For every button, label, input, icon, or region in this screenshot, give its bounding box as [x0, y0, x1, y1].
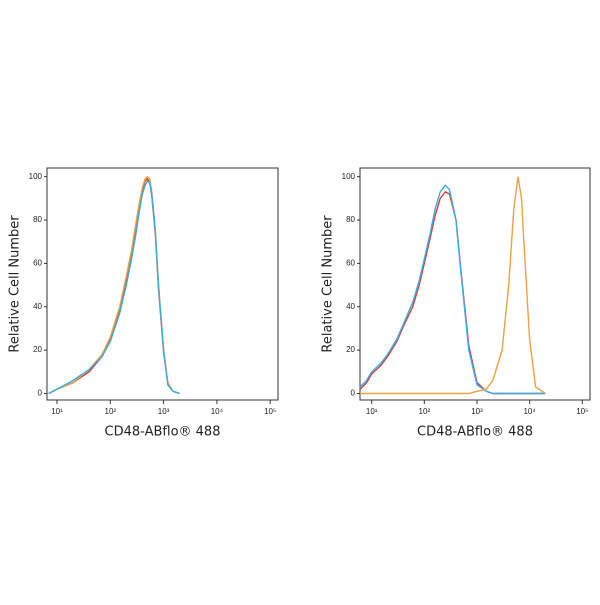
- y-axis-label: Relative Cell Number: [321, 215, 336, 353]
- y-tick-label: 80: [33, 215, 42, 224]
- histogram-line: [359, 191, 546, 395]
- x-tick-label: 10⁵: [264, 407, 276, 416]
- histogram-line: [48, 179, 180, 395]
- y-tick-label: 80: [346, 215, 355, 224]
- y-tick-label: 40: [346, 302, 355, 311]
- y-tick-label: 20: [33, 345, 42, 354]
- x-tick-label: 10⁵: [576, 407, 588, 416]
- histogram-line: [360, 176, 546, 395]
- y-tick-label: 40: [33, 302, 42, 311]
- y-tick-label: 100: [29, 172, 43, 181]
- plot-frame: [359, 167, 591, 401]
- y-tick-label: 60: [33, 259, 42, 268]
- x-tick-label: 10³: [158, 407, 170, 416]
- plot-frame: [46, 167, 279, 401]
- histogram-line: [359, 184, 546, 395]
- y-tick-label: 60: [346, 259, 355, 268]
- y-tick-label: 20: [346, 345, 355, 354]
- x-tick-label: 10¹: [51, 407, 63, 416]
- x-tick-label: 10²: [105, 407, 117, 416]
- histogram-line: [48, 175, 180, 395]
- y-tick-label: 100: [342, 172, 356, 181]
- x-tick-label: 10⁴: [211, 407, 224, 416]
- y-axis-label: Relative Cell Number: [8, 215, 23, 353]
- x-tick-label: 10¹: [366, 407, 378, 416]
- histogram-line: [48, 177, 180, 395]
- x-tick-label: 10³: [471, 407, 483, 416]
- x-tick-label: 10²: [419, 407, 431, 416]
- x-tick-label: 10⁴: [523, 407, 536, 416]
- y-tick-label: 0: [351, 389, 356, 398]
- y-tick-label: 0: [38, 389, 43, 398]
- x-axis-label: CD48-ABflo® 488: [105, 425, 221, 440]
- x-axis-label: CD48-ABflo® 488: [417, 425, 533, 440]
